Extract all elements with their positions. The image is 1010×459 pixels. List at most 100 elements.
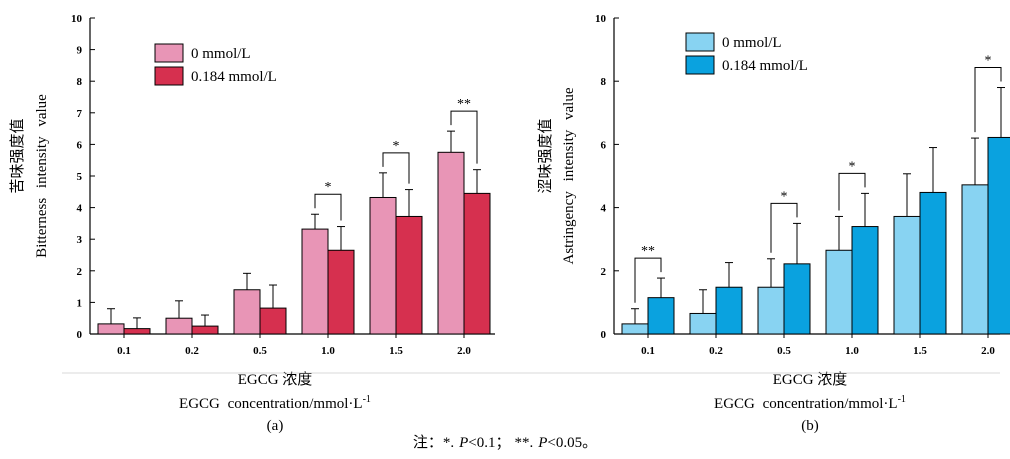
x-axis-label-superscript: -1 bbox=[898, 394, 906, 405]
y-tick-label: 2 bbox=[601, 266, 607, 278]
y-axis-label-cn: 涩味强度值 bbox=[537, 118, 554, 193]
bar bbox=[98, 324, 124, 334]
significance-bracket bbox=[383, 153, 409, 184]
bar bbox=[920, 192, 946, 334]
footnote-p1-threshold: <0.1； bbox=[468, 435, 510, 451]
y-tick-label: 10 bbox=[595, 13, 607, 25]
y-tick-label: 10 bbox=[71, 13, 83, 25]
x-tick-label: 2.0 bbox=[981, 345, 995, 357]
bar bbox=[648, 298, 674, 334]
x-tick-label: 1.5 bbox=[389, 345, 403, 357]
x-tick-label: 0.2 bbox=[709, 345, 723, 357]
x-axis-label: EGCG concentration/mmol·L-1 bbox=[714, 394, 906, 412]
significance-bracket bbox=[635, 258, 661, 303]
bar bbox=[328, 250, 354, 334]
significance-bracket bbox=[839, 173, 865, 210]
legend-swatch bbox=[155, 67, 183, 85]
legend-label: 0.184 mmol/L bbox=[191, 69, 277, 85]
x-tick-label: 1.5 bbox=[913, 345, 927, 357]
bar bbox=[438, 152, 464, 334]
y-tick-label: 4 bbox=[77, 203, 83, 215]
footnote: 注：*. P<0.1； **. P<0.05。 bbox=[413, 434, 597, 451]
bar bbox=[192, 326, 218, 334]
legend-label: 0 mmol/L bbox=[191, 46, 251, 62]
bar bbox=[962, 185, 988, 334]
significance-bracket bbox=[975, 68, 1001, 133]
y-tick-label: 0 bbox=[601, 329, 607, 341]
footnote-p1: P bbox=[458, 435, 468, 451]
x-axis-label: EGCG concentration/mmol·L-1 bbox=[179, 394, 371, 412]
y-tick-label: 6 bbox=[77, 139, 83, 151]
panel-label: (b) bbox=[801, 418, 819, 434]
legend-swatch bbox=[686, 33, 714, 51]
significance-bracket bbox=[315, 194, 341, 220]
x-tick-label: 0.2 bbox=[185, 345, 199, 357]
legend-label: 0.184 mmol/L bbox=[722, 58, 808, 74]
chart-panel-b: 0 2 4 6 8 10 Astringency intensity value 涩味强度值 0… bbox=[537, 13, 1010, 434]
bar bbox=[396, 216, 422, 334]
footnote-prefix: 注： bbox=[413, 434, 443, 451]
x-axis-label-cn: EGCG 浓度 bbox=[773, 371, 848, 388]
y-tick-label: 8 bbox=[77, 76, 83, 88]
x-tick-label: 1.0 bbox=[321, 345, 335, 357]
bar bbox=[370, 197, 396, 334]
y-tick-label: 9 bbox=[77, 45, 83, 57]
x-axis-label-superscript: -1 bbox=[363, 394, 371, 405]
significance-label: * bbox=[849, 159, 856, 174]
bar bbox=[988, 137, 1010, 334]
legend-swatch bbox=[155, 44, 183, 62]
significance-label: ** bbox=[641, 244, 655, 259]
x-tick-label: 2.0 bbox=[457, 345, 471, 357]
significance-label: * bbox=[393, 139, 400, 154]
footnote-star1: *. bbox=[443, 435, 454, 451]
x-tick-label: 0.5 bbox=[253, 345, 267, 357]
y-axis-label: Astringency intensity value bbox=[561, 87, 577, 264]
chart-panel-a: 0 1 2 3 4 5 6 7 8 9 10 Bitterness intensity value 苦味… bbox=[9, 13, 495, 434]
bar bbox=[716, 287, 742, 334]
bar bbox=[166, 318, 192, 334]
x-tick-label: 0.5 bbox=[777, 345, 791, 357]
y-tick-label: 0 bbox=[77, 329, 83, 341]
x-tick-label: 1.0 bbox=[845, 345, 859, 357]
bar bbox=[784, 264, 810, 334]
y-tick-label: 4 bbox=[601, 203, 607, 215]
bar bbox=[690, 313, 716, 334]
significance-bracket bbox=[771, 203, 797, 252]
significance-label: * bbox=[325, 180, 332, 195]
footnote-p2-threshold: <0.05。 bbox=[547, 435, 597, 451]
y-tick-label: 1 bbox=[77, 297, 83, 309]
bar bbox=[852, 227, 878, 334]
bar bbox=[464, 193, 490, 334]
bar bbox=[894, 216, 920, 334]
x-axis-label-cn: EGCG 浓度 bbox=[238, 371, 313, 388]
y-axis-label-cn: 苦味强度值 bbox=[9, 118, 26, 193]
panel-label: (a) bbox=[267, 418, 284, 434]
y-tick-label: 2 bbox=[77, 266, 83, 278]
bar bbox=[622, 324, 648, 334]
bar bbox=[260, 308, 286, 334]
y-tick-label: 8 bbox=[601, 76, 607, 88]
y-axis-label: Bitterness intensity value bbox=[34, 94, 50, 258]
bar bbox=[758, 287, 784, 334]
y-tick-label: 5 bbox=[77, 171, 83, 183]
x-axis-label-main: EGCG concentration/mmol·L bbox=[179, 396, 363, 412]
x-tick-label: 0.1 bbox=[117, 345, 131, 357]
bar bbox=[234, 290, 260, 334]
y-tick-label: 7 bbox=[77, 108, 83, 120]
bar bbox=[826, 250, 852, 334]
x-axis-label-main: EGCG concentration/mmol·L bbox=[714, 396, 898, 412]
significance-label: ** bbox=[457, 97, 471, 112]
x-tick-label: 0.1 bbox=[641, 345, 655, 357]
footnote-star2: **. bbox=[515, 435, 534, 451]
y-tick-label: 3 bbox=[77, 234, 83, 246]
legend-label: 0 mmol/L bbox=[722, 35, 782, 51]
significance-label: * bbox=[781, 189, 788, 204]
significance-label: * bbox=[985, 54, 992, 69]
bar bbox=[124, 329, 150, 334]
y-tick-label: 6 bbox=[601, 139, 607, 151]
footnote-p2: P bbox=[537, 435, 547, 451]
legend-swatch bbox=[686, 56, 714, 74]
bar bbox=[302, 229, 328, 334]
